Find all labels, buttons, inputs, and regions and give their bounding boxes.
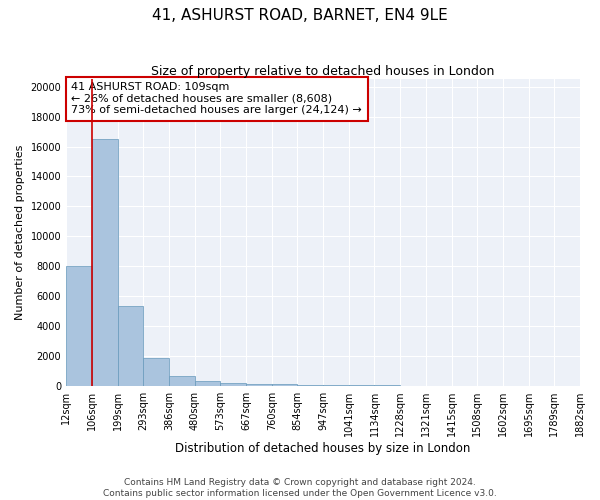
Bar <box>169 376 194 386</box>
Bar <box>298 384 323 386</box>
Bar <box>66 266 92 386</box>
Text: 41 ASHURST ROAD: 109sqm
← 26% of detached houses are smaller (8,608)
73% of semi: 41 ASHURST ROAD: 109sqm ← 26% of detache… <box>71 82 362 116</box>
Title: Size of property relative to detached houses in London: Size of property relative to detached ho… <box>151 65 495 78</box>
Text: Contains HM Land Registry data © Crown copyright and database right 2024.
Contai: Contains HM Land Registry data © Crown c… <box>103 478 497 498</box>
Bar <box>272 384 298 386</box>
Bar <box>349 385 374 386</box>
Bar <box>246 384 272 386</box>
Y-axis label: Number of detached properties: Number of detached properties <box>15 145 25 320</box>
Bar <box>220 383 246 386</box>
Bar <box>143 358 169 386</box>
Bar <box>118 306 143 386</box>
Bar <box>92 139 118 386</box>
Text: 41, ASHURST ROAD, BARNET, EN4 9LE: 41, ASHURST ROAD, BARNET, EN4 9LE <box>152 8 448 22</box>
Bar <box>323 385 349 386</box>
X-axis label: Distribution of detached houses by size in London: Distribution of detached houses by size … <box>175 442 471 455</box>
Bar <box>194 382 220 386</box>
